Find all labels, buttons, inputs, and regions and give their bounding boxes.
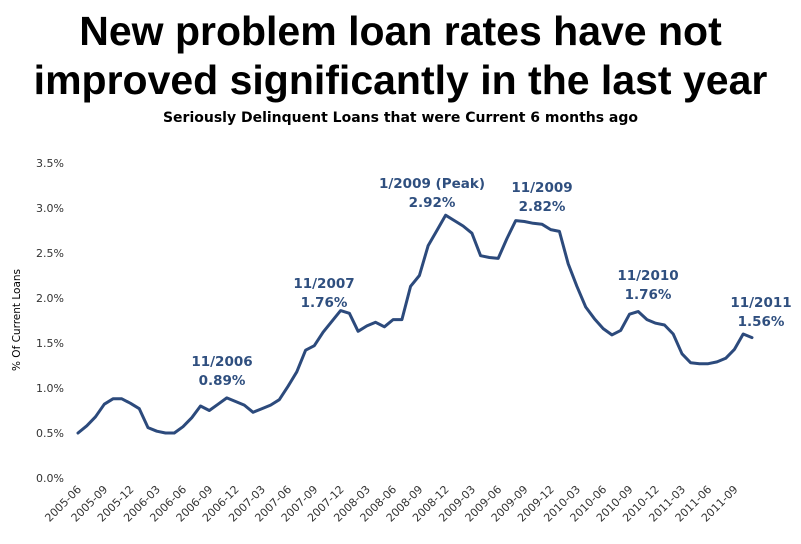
y-tick-label: 2.0% xyxy=(36,292,64,305)
y-tick-label: 0.0% xyxy=(36,472,64,485)
x-axis-ticks: 2005-062005-092005-122006-032006-062006-… xyxy=(42,483,740,525)
annotation-value: 2.92% xyxy=(409,195,456,211)
y-tick-label: 3.0% xyxy=(36,202,64,215)
annotations: 11/2006 0.89% 11/2007 1.76% 1/2009 (Peak) 2.9… xyxy=(191,176,791,389)
y-tick-label: 1.0% xyxy=(36,382,64,395)
y-tick-label: 0.5% xyxy=(36,427,64,440)
y-axis-label: % Of Current Loans xyxy=(11,269,23,371)
y-tick-label: 2.5% xyxy=(36,247,64,260)
y-axis-ticks: 0.0% 0.5% 1.0% 1.5% 2.0% 2.5% 3.0% 3.5% xyxy=(36,157,64,485)
chart-subtitle: Seriously Delinquent Loans that were Cur… xyxy=(162,110,639,126)
annotation-date: 11/2009 xyxy=(511,180,572,196)
annotation-date: 11/2007 xyxy=(293,276,354,292)
annotation-date: 11/2010 xyxy=(617,268,678,284)
y-tick-label: 3.5% xyxy=(36,157,64,170)
annotation-date: 1/2009 (Peak) xyxy=(379,176,485,192)
annotation-value: 1.76% xyxy=(301,295,348,311)
annotation-date: 11/2006 xyxy=(191,354,252,370)
series-line xyxy=(76,213,754,435)
annotation-date: 11/2011 xyxy=(730,295,791,311)
chart-title-line-1: New problem loan rates have not xyxy=(79,8,722,54)
annotation-value: 1.56% xyxy=(738,314,785,330)
y-tick-label: 1.5% xyxy=(36,337,64,350)
chart-title-line-2: improved significantly in the last year xyxy=(33,57,768,103)
annotation-value: 1.76% xyxy=(625,287,672,303)
annotation-value: 2.82% xyxy=(519,199,566,215)
annotation-value: 0.89% xyxy=(199,373,246,389)
